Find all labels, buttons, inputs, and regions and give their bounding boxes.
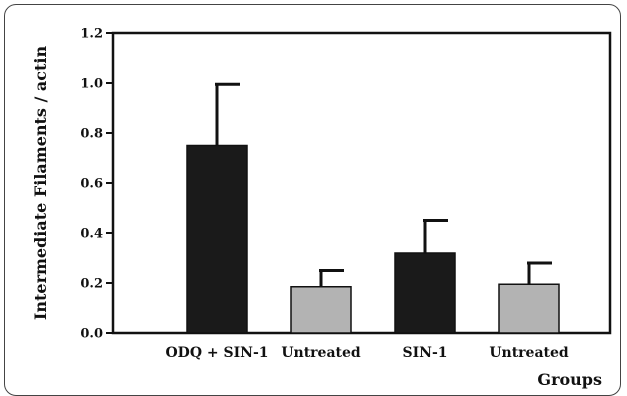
bar: [290, 286, 352, 334]
y-axis-ticks: 0.0 0.2 0.4 0.6 0.8 1.0 1.2: [80, 27, 113, 342]
y-tick-label: 0.2: [80, 277, 103, 292]
y-tick-label: 1.0: [80, 77, 103, 92]
bar: [498, 283, 560, 334]
x-axis-title: Groups: [537, 370, 602, 389]
x-axis-labels: ODQ + SIN-1 Untreated SIN-1 Untreated: [165, 345, 568, 361]
bar: [186, 144, 248, 334]
y-tick-label: 1.2: [80, 27, 103, 42]
x-tick-label: SIN-1: [402, 345, 447, 361]
y-tick-label: 0.6: [80, 177, 103, 192]
y-tick-label: 0.0: [80, 327, 103, 342]
y-tick-label: 0.8: [80, 127, 103, 142]
bar: [394, 252, 456, 334]
x-tick-label: Untreated: [489, 345, 569, 361]
bars: [186, 82, 560, 334]
x-tick-label: Untreated: [281, 345, 361, 361]
x-tick-label: ODQ + SIN-1: [165, 345, 268, 361]
y-tick-label: 0.4: [80, 227, 103, 242]
y-axis-title: Intermediate Filaments / actin: [31, 46, 50, 321]
